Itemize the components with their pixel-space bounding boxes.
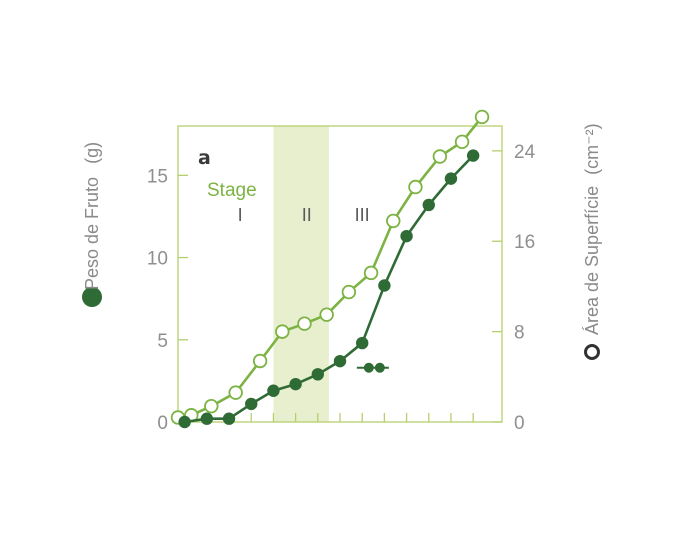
left-tick-label: 15 (147, 166, 168, 187)
area-point (408, 179, 423, 195)
right-axis-label-text: Área de Superfície (582, 186, 602, 335)
left-tick-label: 5 (157, 331, 168, 352)
left-y-ticks: 0 5 10 15 (147, 166, 188, 434)
right-y-ticks: 0 8 16 24 (492, 142, 536, 434)
panel-letter: a (198, 147, 211, 169)
right-axis-title: Área de Superfície (cm⁻²) (582, 123, 602, 360)
area-point (363, 265, 379, 281)
right-tick-label: 0 (514, 413, 525, 434)
filled-circle-icon (82, 287, 102, 307)
area-point (474, 109, 490, 125)
annotation-dot (363, 362, 374, 373)
stage-label-iii: III (355, 205, 370, 225)
weight-point (333, 354, 347, 368)
area-point (297, 316, 312, 331)
plot-frame (177, 125, 503, 423)
left-axis-title: Peso de Fruto (g) (82, 142, 102, 307)
annotation-dot (374, 362, 385, 373)
area-point (386, 213, 401, 229)
stage-title: Stage (207, 180, 257, 201)
area-point (341, 284, 357, 300)
area-point (252, 353, 268, 369)
weight-point (222, 412, 236, 425)
stage-label-ii: II (302, 205, 312, 225)
weight-point (355, 336, 369, 350)
right-tick-label: 24 (514, 142, 536, 163)
weight-point (245, 397, 258, 411)
x-ticks (206, 413, 474, 422)
weight-point (200, 412, 214, 425)
area-point (275, 324, 290, 339)
right-tick-label: 16 (514, 232, 535, 253)
right-axis-unit: (cm⁻²) (582, 123, 602, 174)
area-point (228, 385, 243, 400)
weight-point (289, 377, 302, 391)
weight-point (400, 229, 413, 243)
left-axis-unit: (g) (82, 142, 102, 164)
weight-point (378, 279, 391, 292)
area-point (204, 398, 219, 414)
area-point (319, 307, 334, 322)
annotation-marker (356, 362, 389, 373)
weight-point (178, 415, 191, 429)
left-tick-label: 10 (147, 249, 168, 270)
weight-point (466, 149, 480, 162)
area-point (454, 134, 470, 150)
stage-label-i: I (238, 205, 243, 225)
right-axis-label: Área de Superfície (cm⁻²) (582, 123, 602, 335)
weight-point (311, 368, 325, 381)
area-point (432, 149, 448, 164)
weight-point (444, 172, 458, 185)
right-tick-label: 8 (514, 323, 525, 344)
open-circle-icon (584, 344, 600, 360)
series-weight-line (178, 149, 480, 429)
left-axis-label-text: Peso de Fruto (82, 177, 102, 290)
left-axis-label: Peso de Fruto (g) (82, 142, 102, 290)
series-area-line (170, 109, 490, 425)
weight-point (422, 198, 435, 212)
left-tick-label: 0 (157, 413, 168, 434)
weight-point (267, 384, 280, 397)
